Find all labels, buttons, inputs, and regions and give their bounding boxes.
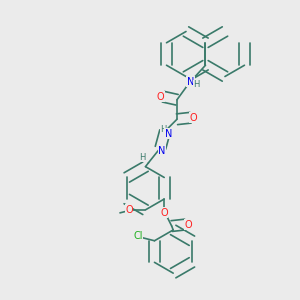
Text: O: O [125,205,133,215]
Text: H: H [139,153,145,162]
Text: O: O [190,113,197,123]
Text: O: O [157,92,164,102]
Text: O: O [160,208,168,218]
Text: Cl: Cl [133,231,143,241]
Text: H: H [160,125,167,134]
Text: O: O [184,220,192,230]
Text: N: N [165,129,172,139]
Text: N: N [158,146,166,156]
Text: N: N [187,77,194,87]
Text: H: H [193,80,200,89]
